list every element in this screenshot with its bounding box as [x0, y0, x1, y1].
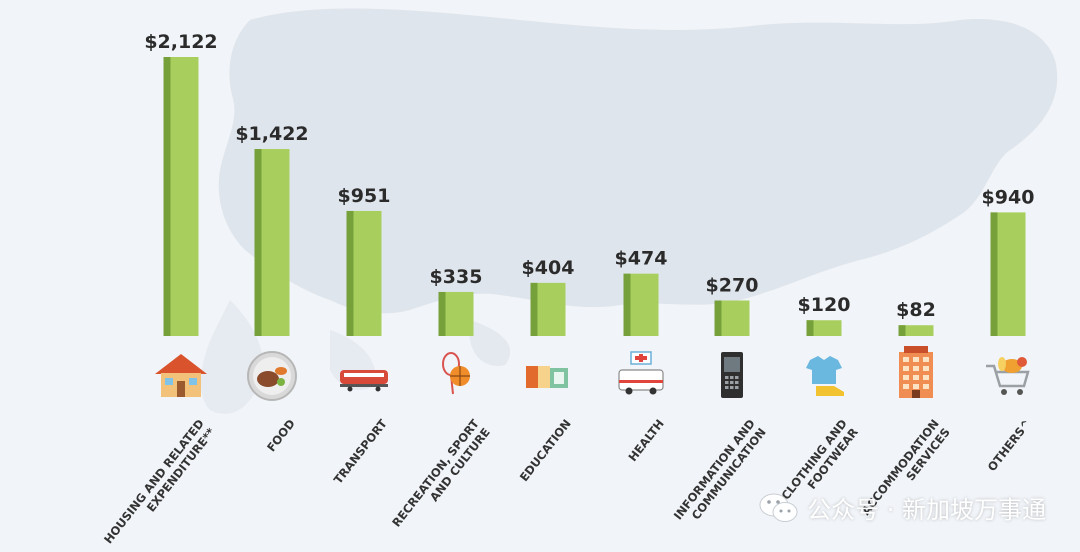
bar-shade	[714, 300, 722, 336]
wechat-icon	[759, 493, 798, 522]
value-label: $335	[430, 266, 483, 288]
ambulance-icon	[618, 351, 664, 395]
watermark: 公众号 · 新加坡万事通	[759, 490, 1046, 525]
value-label: $270	[706, 275, 759, 297]
bar-group: $120	[798, 294, 851, 336]
value-label: $951	[338, 185, 391, 207]
shopping-cart-icon	[986, 357, 1030, 395]
bar-group: $404	[522, 257, 575, 336]
books-icon	[526, 366, 568, 388]
category-label-line: OTHERS^	[985, 417, 1034, 474]
sports-balls-icon	[442, 352, 470, 395]
value-label: $82	[896, 299, 936, 321]
category-label-line: INFORMATION AND	[671, 417, 758, 523]
value-label: $474	[615, 248, 668, 270]
bar	[806, 320, 842, 336]
bar-shade	[254, 149, 262, 336]
value-label: $1,422	[235, 123, 308, 145]
house-icon	[155, 354, 207, 397]
category-label: FOOD	[264, 417, 298, 455]
category-label: HEALTH	[625, 417, 666, 464]
food-plate-icon	[247, 351, 297, 401]
category-label-line: HEALTH	[625, 417, 666, 464]
bar-shade	[623, 273, 631, 336]
watermark-text: 公众号 · 新加坡万事通	[807, 496, 1046, 524]
bar-shade	[530, 282, 538, 336]
bar-group: $940	[982, 186, 1035, 336]
bar-shade	[898, 325, 906, 336]
bar-shade	[438, 291, 446, 336]
bar-shade	[990, 212, 998, 336]
category-label-line: RECREATION, SPORT	[389, 416, 482, 529]
category-label-line: FOOD	[264, 417, 298, 455]
train-icon	[340, 370, 388, 392]
bar-group: $951	[338, 185, 391, 336]
bar-shade	[806, 320, 814, 336]
bar-group: $474	[615, 248, 668, 336]
mobile-phone-icon	[721, 352, 743, 398]
bar-group: $82	[896, 299, 936, 336]
bar-group: $1,422	[235, 123, 309, 336]
shirt-shoe-icon	[806, 356, 844, 396]
bar	[898, 325, 934, 336]
category-label: EDUCATION	[517, 417, 574, 484]
bar-shade	[163, 57, 171, 336]
bar-shade	[346, 210, 354, 336]
value-label: $2,122	[144, 31, 217, 53]
bar-group: $270	[706, 275, 759, 336]
hotel-icon	[899, 346, 933, 398]
value-label: $940	[982, 186, 1035, 208]
category-label-line: EDUCATION	[517, 417, 574, 484]
bar-group: $2,122	[144, 31, 218, 336]
category-label-line: TRANSPORT	[331, 417, 390, 487]
category-label-line: HOUSING AND RELATED	[101, 417, 207, 547]
bar-group: $335	[430, 266, 483, 336]
value-label: $120	[798, 294, 851, 316]
category-label: OTHERS^	[985, 417, 1034, 474]
category-label: TRANSPORT	[331, 417, 390, 487]
value-label: $404	[522, 257, 575, 279]
